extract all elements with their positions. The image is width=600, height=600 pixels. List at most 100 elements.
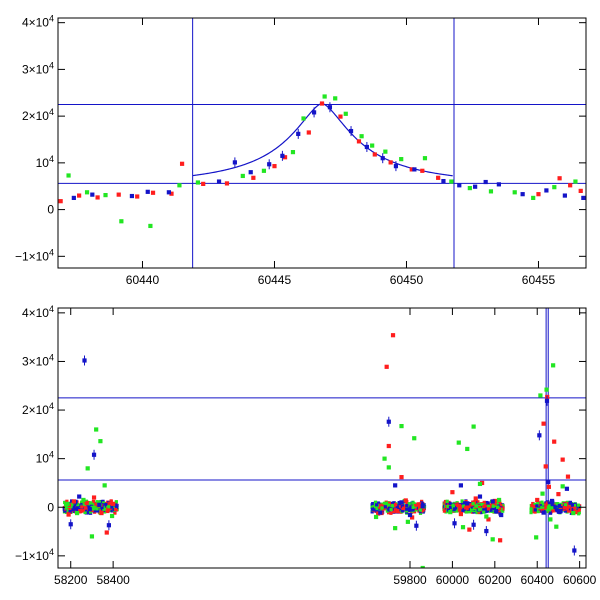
bottom-baseline-point [109,508,113,513]
bottom-data-point [548,517,553,522]
bottom-baseline-point [422,507,426,511]
bottom-data-point [373,514,379,520]
bottom-data-point [81,497,86,503]
bottom-baseline-point [467,504,471,509]
bottom-data-point [378,510,383,515]
bottom-baseline-point [498,507,502,511]
bottom-baseline-point [70,506,74,510]
bottom-baseline-point [442,509,446,513]
top-data-point [343,111,348,116]
top-data-point [150,190,156,195]
bottom-baseline-point [407,502,411,506]
bottom-data-point [499,512,504,518]
bottom-baseline-point [373,505,378,509]
bottom-baseline-point [90,508,94,513]
bottom-baseline-point [380,506,384,510]
bottom-data-point [452,521,457,526]
top-data-point [272,164,277,169]
bottom-baseline-point [81,508,85,513]
top-x-tick-label: 60445 [258,273,292,287]
bottom-baseline-point [404,509,409,513]
bottom-data-point [465,501,470,506]
bottom-baseline-point [417,505,422,509]
bottom-data-point [382,456,387,461]
bottom-baseline-point [102,507,106,511]
bottom-data-point [558,509,563,514]
bottom-baseline-point [577,512,581,516]
bottom-baseline-point [455,503,459,507]
bottom-data-point [386,419,391,424]
top-data-point [319,101,325,106]
bottom-data-point [458,511,463,517]
bottom-baseline-point [375,503,379,507]
top-data-point [248,170,253,175]
bottom-data-point [535,497,540,503]
top-data-point [457,183,462,188]
bottom-baseline-point [576,503,581,507]
bottom-baseline-point [85,508,89,512]
bottom-data-point [91,495,97,500]
top-data-point [520,192,525,197]
bottom-data-point [551,363,556,368]
top-data-point [512,190,517,195]
bottom-data-point [97,502,102,507]
bottom-baseline-point [532,509,536,514]
top-data-point [169,191,174,196]
bottom-data-point [85,466,90,471]
top-data-point [436,175,441,180]
bottom-data-point [477,481,483,487]
bottom-baseline-point [89,501,93,505]
bottom-data-point [399,475,404,480]
bottom-data-point [477,494,483,499]
bottom-baseline-point [541,506,545,510]
bottom-baseline-point [80,500,84,504]
bottom-baseline-point [531,501,535,506]
top-data-point [103,193,108,198]
bottom-data-point [473,496,478,501]
top-data-point [412,167,417,172]
bottom-baseline-point [68,509,72,514]
bottom-data-point [89,534,95,539]
bottom-baseline-point [445,499,449,503]
bottom-baseline-point [82,502,86,506]
bottom-baseline-point [63,504,68,509]
bottom-baseline-point [95,507,99,511]
bottom-data-point [490,499,495,504]
bottom-baseline-point [446,504,450,509]
bottom-baseline-point [482,505,486,509]
top-y-tick-label: −1×104 [15,247,54,263]
bottom-baseline-point [470,510,474,514]
bottom-baseline-point [570,503,575,507]
top-plot-area [58,18,586,268]
bottom-baseline-point [535,504,539,508]
top-data-point [282,155,288,160]
top-data-point [216,179,222,184]
bottom-baseline-point [418,511,423,515]
top-data-point [488,189,494,194]
bottom-data-point [109,513,115,519]
bottom-baseline-point [411,505,415,509]
bottom-baseline-point [100,505,104,510]
bottom-baseline-point [66,508,70,512]
top-data-point [166,190,171,195]
bottom-data-point [74,510,80,516]
bottom-baseline-point [95,502,99,506]
bottom-baseline-point [373,500,378,504]
bottom-baseline-point [489,508,494,512]
bottom-baseline-point [494,510,498,514]
bottom-baseline-point [64,506,68,510]
bottom-baseline-point [370,507,375,511]
bottom-baseline-point [479,507,484,511]
top-y-tick-label: 0 [47,203,54,217]
top-data-point [441,178,446,184]
bottom-baseline-point [94,508,98,513]
top-data-point [240,173,245,179]
bottom-data-point [471,522,476,527]
bottom-data-point [544,387,549,392]
bottom-baseline-point [411,508,415,512]
top-data-point [483,179,488,185]
bottom-data-point [395,509,400,514]
bottom-data-point [560,457,565,462]
top-data-point [148,223,153,229]
bottom-baseline-point [402,504,406,509]
